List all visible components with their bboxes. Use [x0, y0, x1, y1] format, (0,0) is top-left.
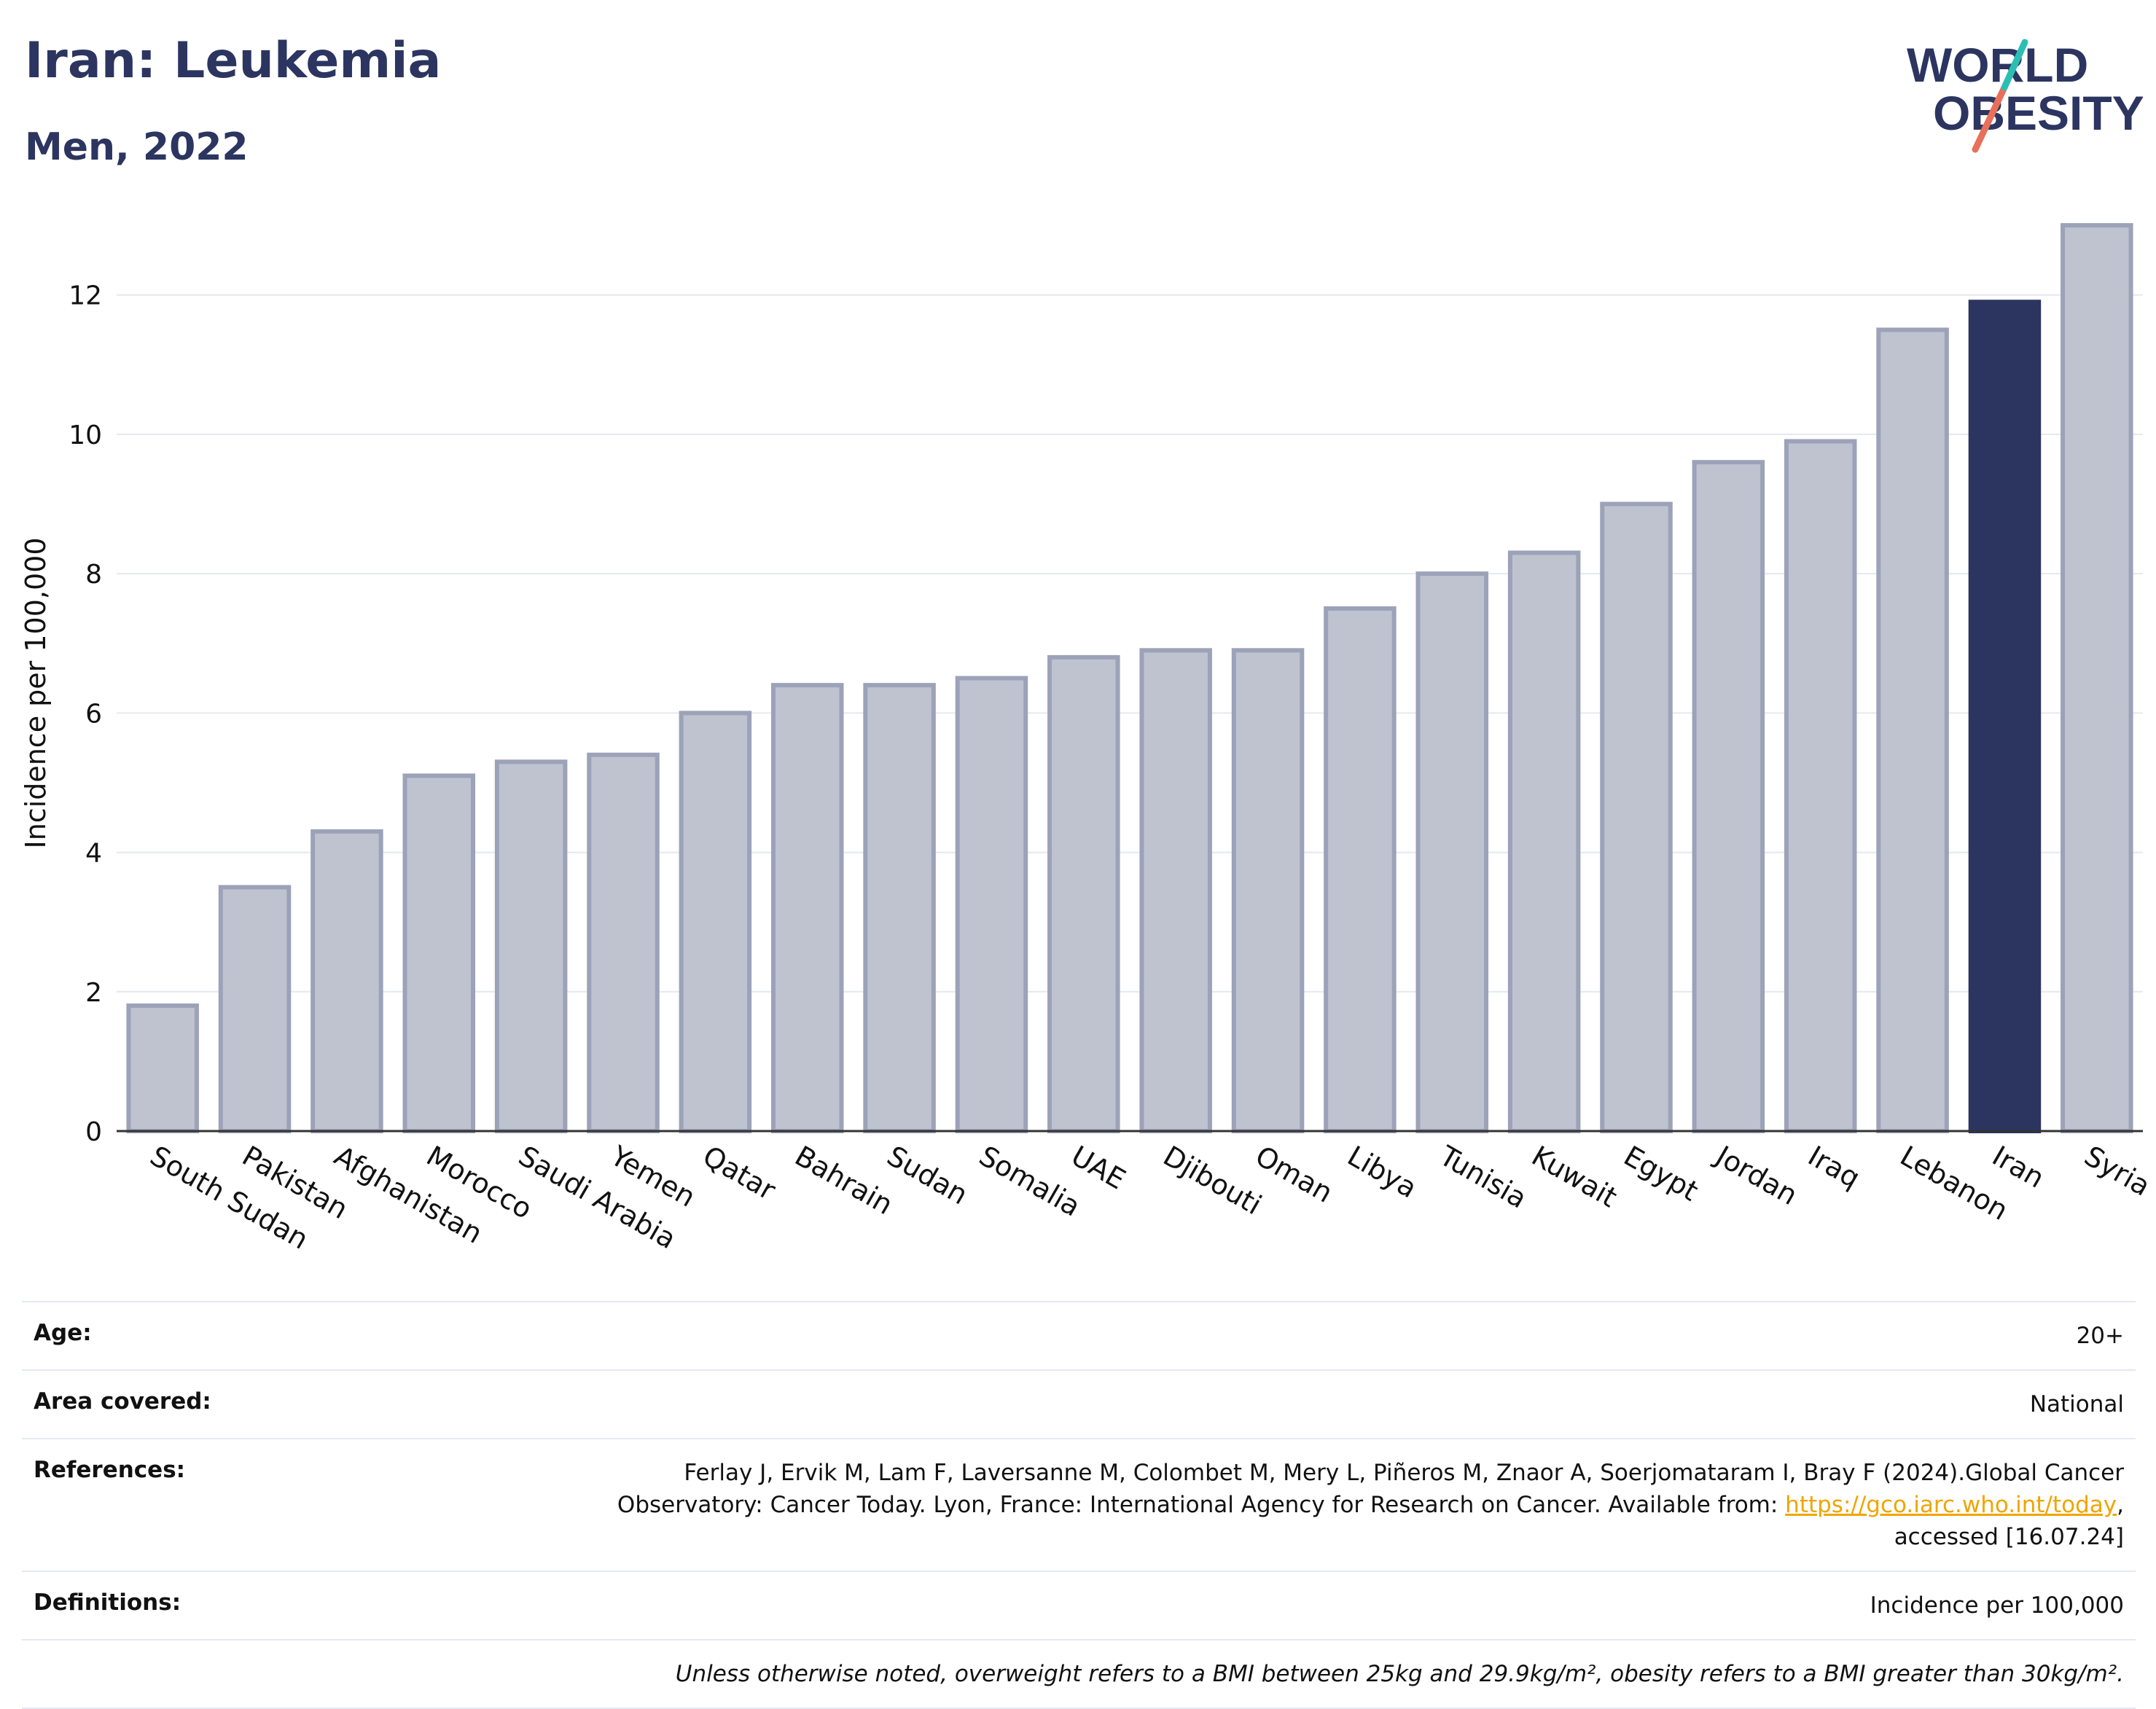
bar-uae: [1047, 654, 1120, 1133]
bar-yemen: [587, 752, 660, 1133]
x-tick-label: Egypt: [1619, 1140, 1704, 1208]
x-tick-label: Saudi Arabia: [513, 1140, 681, 1256]
y-axis-label: Incidence per 100,000: [20, 537, 52, 848]
y-tick-label: 0: [85, 1117, 102, 1147]
info-row-definitions: Definitions: Incidence per 100,000: [22, 1572, 2136, 1640]
bars-layer: [126, 223, 2133, 1134]
logo-line2: OBESITY: [1933, 86, 2143, 140]
logo-slash-lower: [1972, 84, 2008, 153]
references-value: Ferlay J, Ervik M, Lam F, Laversanne M, …: [617, 1460, 2124, 1550]
bar-iran: [1968, 300, 2042, 1134]
info-row-age: Age: 20+: [22, 1301, 2136, 1371]
info-row-area: Area covered: National: [22, 1371, 2136, 1439]
x-tick-label: Djibouti: [1158, 1140, 1268, 1221]
x-tick-label: UAE: [1066, 1140, 1130, 1196]
x-tick-label: Libya: [1342, 1140, 1422, 1205]
y-tick-label: 12: [69, 281, 102, 311]
info-row-references: References: Ferlay J, Ervik M, Lam F, La…: [22, 1439, 2136, 1572]
x-tick-label: Bahrain: [789, 1140, 898, 1221]
y-tick-label: 2: [85, 978, 102, 1008]
bar-djibouti: [1139, 648, 1212, 1133]
bar-syria: [2061, 223, 2133, 1133]
bar-afghanistan: [310, 829, 383, 1133]
x-tick-label: Jordan: [1709, 1139, 1802, 1212]
bar-morocco: [402, 773, 476, 1133]
bar-sudan: [863, 683, 936, 1133]
references-text-2: Observatory: Cancer Today. Lyon, France:…: [617, 1492, 1778, 1518]
bar-somalia: [955, 676, 1028, 1133]
x-tick-label: Tunisia: [1434, 1139, 1532, 1215]
bar-pakistan: [218, 885, 292, 1133]
x-tick-label: Somalia: [974, 1140, 1086, 1223]
info-table: Age: 20+ Area covered: National Referenc…: [22, 1301, 2136, 1709]
y-tick-label: 10: [69, 421, 102, 450]
bar-egypt: [1600, 501, 1673, 1133]
area-value: National: [2029, 1391, 2124, 1417]
bar-tunisia: [1415, 571, 1489, 1133]
bar-iraq: [1784, 439, 1857, 1133]
definitions-value: Incidence per 100,000: [1870, 1592, 2124, 1619]
page-subtitle: Men, 2022: [25, 125, 249, 169]
bar-qatar: [679, 711, 752, 1133]
bar-saudi-arabia: [494, 759, 568, 1133]
x-tick-label: Sudan: [882, 1140, 974, 1211]
x-tick-label: Syria: [2079, 1140, 2155, 1202]
x-tick-label: Iran: [1987, 1140, 2050, 1194]
bar-lebanon: [1876, 327, 1949, 1134]
logo-slash-upper: [2001, 39, 2028, 91]
bar-kuwait: [1507, 550, 1581, 1133]
y-tick-label: 6: [85, 699, 102, 729]
logo-line1: WORLD: [1907, 38, 2088, 92]
references-text-3: accessed [16.07.24]: [1894, 1524, 2124, 1550]
info-row-note: Unless otherwise noted, overweight refer…: [22, 1640, 2136, 1709]
x-ticks-layer: South SudanPakistanAfghanistanMoroccoSau…: [145, 1139, 2156, 1256]
age-label: Age:: [34, 1320, 92, 1346]
x-tick-label: Iraq: [1802, 1140, 1865, 1194]
bar-jordan: [1692, 460, 1765, 1133]
x-tick-label: South Sudan: [145, 1140, 314, 1256]
bar-bahrain: [770, 683, 844, 1133]
references-link[interactable]: https://gco.iarc.who.int/today: [1785, 1492, 2117, 1518]
bar-chart: 0 2 4 6 8 10 12 South SudanPakistanAfghanistan…: [20, 223, 2156, 1256]
y-tick-label: 8: [85, 560, 102, 590]
bar-libya: [1324, 606, 1397, 1133]
area-label: Area covered:: [34, 1388, 211, 1415]
references-text-1: Ferlay J, Ervik M, Lam F, Laversanne M, …: [684, 1460, 2124, 1486]
bar-south-sudan: [126, 1003, 199, 1133]
x-tick-label: Kuwait: [1526, 1140, 1622, 1214]
x-tick-label: Qatar: [698, 1140, 781, 1207]
y-ticks-layer: 0 2 4 6 8 10 12: [69, 281, 102, 1147]
bmi-note: Unless otherwise noted, overweight refer…: [675, 1661, 2124, 1687]
page-title: Iran: Leukemia: [25, 32, 442, 90]
definitions-label: Definitions:: [34, 1589, 181, 1616]
references-label: References:: [34, 1457, 186, 1483]
world-obesity-logo: WORLD OBESITY: [1907, 38, 2143, 153]
age-value: 20+: [2076, 1323, 2124, 1349]
y-tick-label: 4: [85, 839, 102, 869]
bar-oman: [1231, 648, 1305, 1133]
